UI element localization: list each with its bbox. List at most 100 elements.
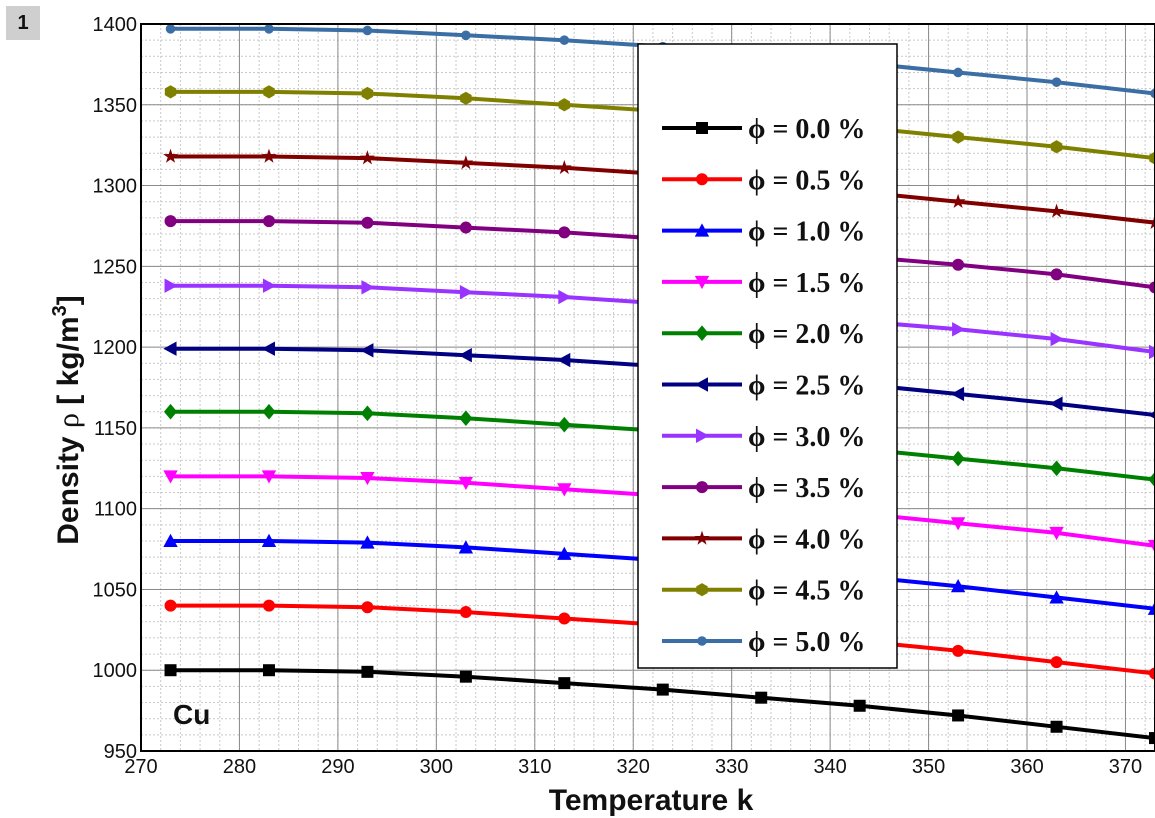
y-title-rho: ρ [52,413,85,428]
series-marker [163,148,178,163]
series-marker [459,284,474,300]
series-marker [1051,77,1062,87]
legend: ϕ = 0.0 % ϕ = 0.5 % ϕ = 1.0 % ϕ = 1.5 % ϕ = … [637,43,898,669]
series-marker [264,24,274,34]
series-marker [558,226,571,239]
x-axis-title: Temperature k [549,784,754,817]
series-marker [950,193,966,209]
series-marker [953,67,963,78]
series-marker [950,517,966,531]
series-marker [950,386,965,402]
series-marker [262,599,275,612]
series-marker [558,289,572,305]
legend-item: ϕ = 0.0 % [662,114,865,145]
series-marker [362,25,373,36]
legend-label: ϕ = 2.5 % [748,371,865,402]
x-tick-label: 310 [518,756,551,778]
series-marker [262,403,276,420]
legend-item: ϕ = 1.0 % [662,217,865,248]
x-tick-label: 300 [420,756,453,778]
series-marker [694,223,710,237]
x-tick-label: 280 [223,756,256,778]
series-marker [1049,203,1064,218]
y-tick-label: 1300 [93,176,138,198]
plot-frame [140,23,1155,752]
series-marker [262,278,277,293]
legend-label: ϕ = 3.0 % [748,422,865,453]
series-marker [1149,151,1155,165]
series-marker [558,612,571,625]
legend-label: ϕ = 3.5 % [748,473,865,504]
y-title-prefix: Density [52,428,85,545]
series-marker [952,130,964,144]
series-marker [696,122,708,134]
series-marker [1049,590,1064,604]
y-title-sup: 3 [49,305,71,316]
legend-item: ϕ = 2.5 % [662,371,865,402]
y-tick-label: 1250 [93,256,138,278]
series-marker [1050,331,1064,347]
legend-item: ϕ = 4.5 % [662,576,865,607]
series-marker [656,683,669,696]
series-marker [696,173,708,186]
y-title-unit: [ kg/m [52,316,85,413]
series-marker [694,377,708,392]
series-marker [261,470,277,484]
series-marker [459,410,473,426]
series-marker [459,606,472,619]
series-marker [360,535,375,549]
series-marker [696,428,710,443]
legend-label: ϕ = 2.0 % [748,319,865,350]
series-marker [1149,281,1155,294]
series-marker [361,601,374,614]
series-marker [163,403,178,420]
series-marker [262,664,275,677]
x-tick-label: 340 [813,756,846,778]
y-tick-label: 950 [104,741,137,763]
series-marker [952,709,965,722]
series-marker [755,691,768,704]
series-marker [460,91,472,105]
series-marker [164,599,177,612]
series-marker [261,148,277,163]
series-marker [1147,411,1155,419]
series-marker [853,699,866,712]
series-marker [559,35,570,45]
series-marker [458,347,472,363]
y-tick-label: 1200 [93,337,138,359]
series-marker [360,405,375,422]
series-marker [557,352,571,368]
y-tick-label: 1050 [93,579,138,601]
series-marker [558,677,571,690]
series-marker [1050,656,1063,669]
series-marker [1049,460,1064,477]
series-marker [694,275,710,290]
series-marker [163,470,178,484]
legend-item: ϕ = 4.0 % [662,524,865,555]
y-tick-label: 1400 [93,14,138,36]
x-tick-label: 330 [715,756,748,778]
series-marker [558,98,571,112]
panel-label: 1 [6,6,40,40]
series-0 [164,664,1155,745]
series-marker [361,86,374,101]
series-marker [1149,667,1155,680]
series-marker [164,215,177,228]
series-marker [556,159,572,175]
series-marker [694,530,710,545]
series-marker [163,341,177,356]
series-marker [557,416,571,433]
series-marker [361,280,375,295]
legend-item: ϕ = 1.5 % [662,268,865,299]
y-title-close: ] [52,295,85,305]
series-marker [165,24,176,34]
x-tick-label: 320 [617,756,650,778]
series-marker [1147,601,1155,615]
series-marker [458,540,474,554]
legend-item: ϕ = 5.0 % [662,627,865,658]
series-marker [1149,344,1155,360]
series-marker [1147,214,1155,230]
x-tick-label: 370 [1109,756,1142,778]
legend-item: ϕ = 0.5 % [662,165,865,196]
